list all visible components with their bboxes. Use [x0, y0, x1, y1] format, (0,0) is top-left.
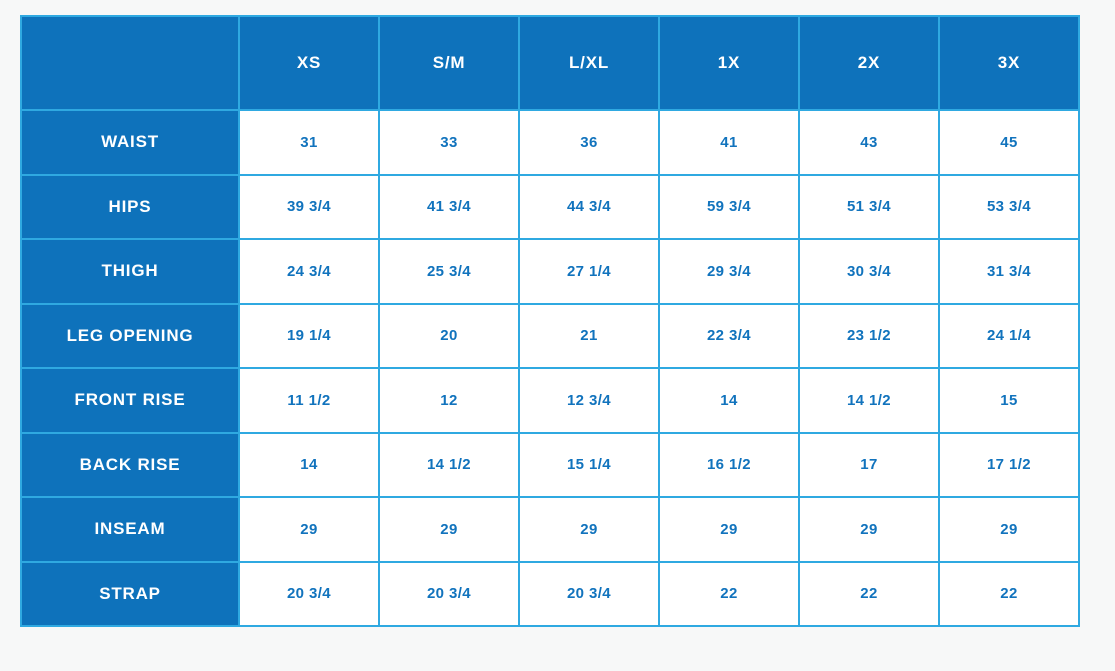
row-label: LEG OPENING [20, 302, 240, 369]
size-cell: 33 [378, 109, 520, 176]
size-chart-table: XS S/M L/XL 1X 2X 3X WAIST 31 33 36 41 43 45 HIPS 39 … [20, 15, 1080, 627]
size-cell: 20 [378, 302, 520, 369]
table-row: FRONT RISE 11 1/2 12 12 3/4 14 14 1/2 15 [20, 367, 1080, 434]
size-cell: 29 3/4 [658, 238, 800, 305]
size-chart-body: WAIST 31 33 36 41 43 45 HIPS 39 3/4 41 3/4 44 3/4 5… [20, 109, 1080, 627]
size-cell: 44 3/4 [518, 173, 660, 240]
size-cell: 19 1/4 [238, 302, 380, 369]
size-cell: 16 1/2 [658, 431, 800, 498]
size-cell: 25 3/4 [378, 238, 520, 305]
size-cell: 14 [658, 367, 800, 434]
size-cell: 41 [658, 109, 800, 176]
size-cell: 20 3/4 [238, 560, 380, 627]
size-cell: 22 [938, 560, 1080, 627]
row-label: STRAP [20, 560, 240, 627]
size-cell: 15 [938, 367, 1080, 434]
size-cell: 53 3/4 [938, 173, 1080, 240]
size-cell: 39 3/4 [238, 173, 380, 240]
size-cell: 21 [518, 302, 660, 369]
size-cell: 20 3/4 [378, 560, 520, 627]
size-cell: 12 [378, 367, 520, 434]
size-cell: 43 [798, 109, 940, 176]
size-cell: 29 [378, 496, 520, 563]
size-cell: 14 [238, 431, 380, 498]
size-cell: 12 3/4 [518, 367, 660, 434]
size-cell: 22 [798, 560, 940, 627]
size-cell: 27 1/4 [518, 238, 660, 305]
size-cell: 24 1/4 [938, 302, 1080, 369]
size-cell: 41 3/4 [378, 173, 520, 240]
corner-cell [20, 15, 240, 111]
size-cell: 31 3/4 [938, 238, 1080, 305]
table-row: INSEAM 29 29 29 29 29 29 [20, 496, 1080, 563]
table-row: THIGH 24 3/4 25 3/4 27 1/4 29 3/4 30 3/4 31 3/… [20, 238, 1080, 305]
header-row: XS S/M L/XL 1X 2X 3X [20, 15, 1080, 111]
size-cell: 36 [518, 109, 660, 176]
size-chart: XS S/M L/XL 1X 2X 3X WAIST 31 33 36 41 43 45 HIPS 39 … [20, 15, 1080, 627]
size-cell: 30 3/4 [798, 238, 940, 305]
size-cell: 29 [238, 496, 380, 563]
size-cell: 29 [938, 496, 1080, 563]
row-label: HIPS [20, 173, 240, 240]
size-cell: 15 1/4 [518, 431, 660, 498]
size-cell: 22 3/4 [658, 302, 800, 369]
size-cell: 29 [798, 496, 940, 563]
size-cell: 51 3/4 [798, 173, 940, 240]
row-label: WAIST [20, 109, 240, 176]
size-cell: 14 1/2 [378, 431, 520, 498]
column-header: XS [238, 15, 380, 111]
table-row: LEG OPENING 19 1/4 20 21 22 3/4 23 1/2 24 1/4 [20, 302, 1080, 369]
size-cell: 22 [658, 560, 800, 627]
table-row: STRAP 20 3/4 20 3/4 20 3/4 22 22 22 [20, 560, 1080, 627]
table-row: HIPS 39 3/4 41 3/4 44 3/4 59 3/4 51 3/4 53 3/4 [20, 173, 1080, 240]
size-cell: 20 3/4 [518, 560, 660, 627]
table-row: BACK RISE 14 14 1/2 15 1/4 16 1/2 17 17 1/2 [20, 431, 1080, 498]
size-cell: 11 1/2 [238, 367, 380, 434]
size-cell: 31 [238, 109, 380, 176]
size-cell: 17 1/2 [938, 431, 1080, 498]
size-cell: 29 [518, 496, 660, 563]
column-header: 2X [798, 15, 940, 111]
table-row: WAIST 31 33 36 41 43 45 [20, 109, 1080, 176]
size-cell: 17 [798, 431, 940, 498]
size-cell: 29 [658, 496, 800, 563]
size-cell: 59 3/4 [658, 173, 800, 240]
column-header: 3X [938, 15, 1080, 111]
column-header: S/M [378, 15, 520, 111]
row-label: INSEAM [20, 496, 240, 563]
size-cell: 24 3/4 [238, 238, 380, 305]
column-header: L/XL [518, 15, 660, 111]
row-label: BACK RISE [20, 431, 240, 498]
column-header: 1X [658, 15, 800, 111]
size-cell: 23 1/2 [798, 302, 940, 369]
size-cell: 45 [938, 109, 1080, 176]
row-label: THIGH [20, 238, 240, 305]
row-label: FRONT RISE [20, 367, 240, 434]
size-cell: 14 1/2 [798, 367, 940, 434]
